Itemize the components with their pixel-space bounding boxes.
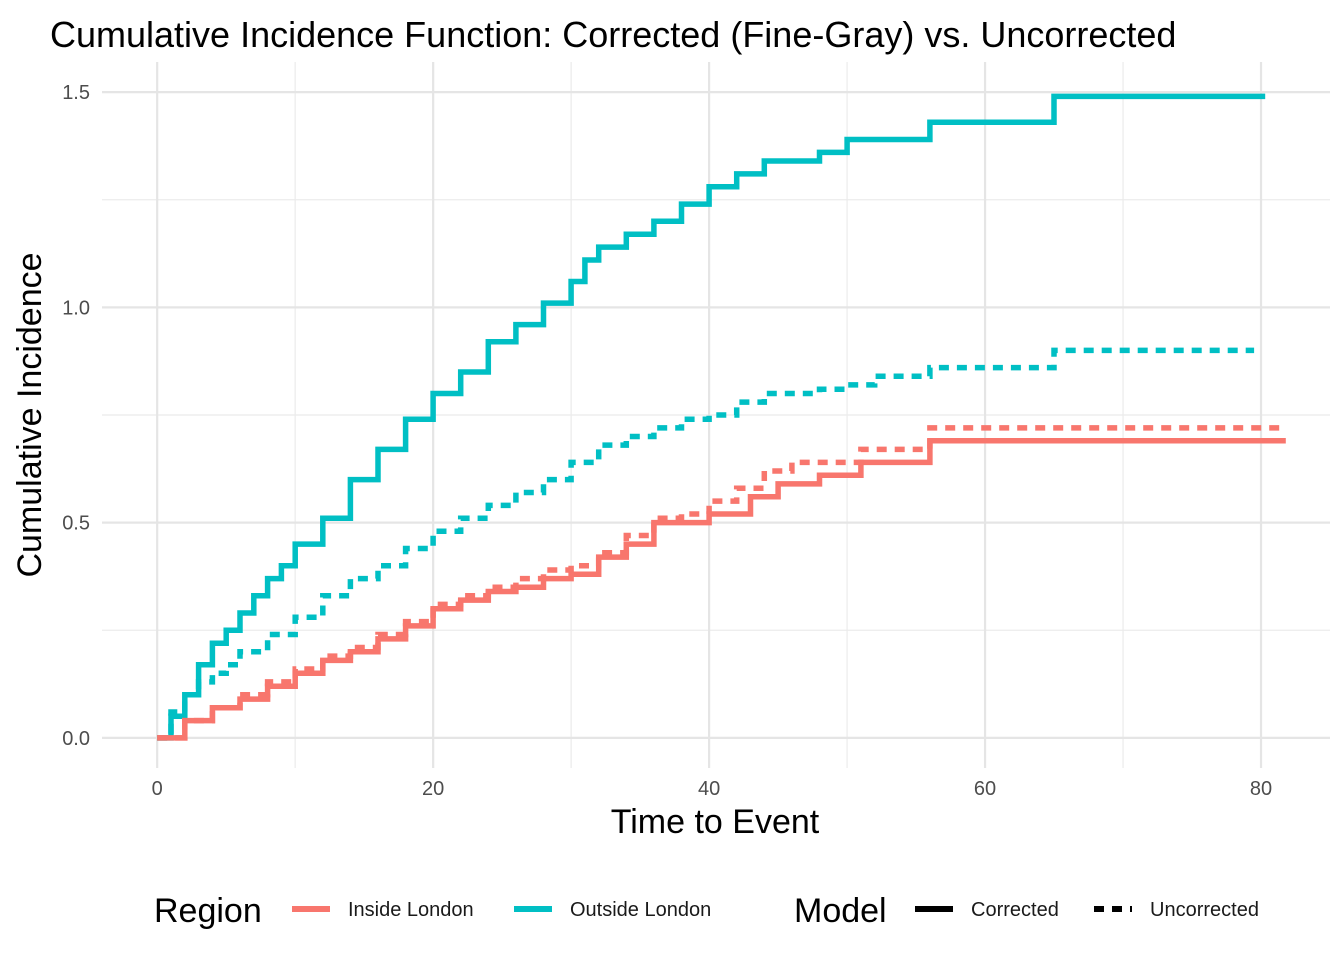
y-tick-label: 1.5 (62, 82, 90, 104)
outside-london-corrected-line (157, 93, 1266, 741)
legend-label-inside-london: Inside London (348, 899, 474, 921)
inside-london-corrected-line (157, 438, 1286, 741)
chart-title: Cumulative Incidence Function: Corrected… (50, 14, 1176, 55)
y-axis-title: Cumulative Incidence (11, 252, 49, 577)
legend-label-uncorrected: Uncorrected (1150, 899, 1259, 921)
x-tick-label: 40 (698, 778, 720, 800)
legend: Region Inside London Outside London Mode… (154, 892, 1259, 930)
series-lines (157, 93, 1286, 741)
x-tick-labels: 0 20 40 60 80 (152, 778, 1273, 800)
legend-label-outside-london: Outside London (570, 899, 711, 921)
legend-title-region: Region (154, 892, 262, 930)
y-tick-labels: 0.0 0.5 1.0 1.5 (62, 82, 90, 750)
x-tick-label: 60 (974, 778, 996, 800)
y-tick-label: 1.0 (62, 297, 90, 319)
y-tick-label: 0.5 (62, 513, 90, 535)
inside-london-uncorrected-line (157, 425, 1286, 741)
gridlines (102, 62, 1330, 768)
legend-label-corrected: Corrected (971, 899, 1059, 921)
x-tick-label: 0 (152, 778, 163, 800)
x-tick-label: 20 (422, 778, 444, 800)
x-axis-title: Time to Event (611, 803, 820, 841)
x-tick-label: 80 (1250, 778, 1272, 800)
legend-title-model: Model (794, 892, 887, 930)
y-tick-label: 0.0 (62, 728, 90, 750)
